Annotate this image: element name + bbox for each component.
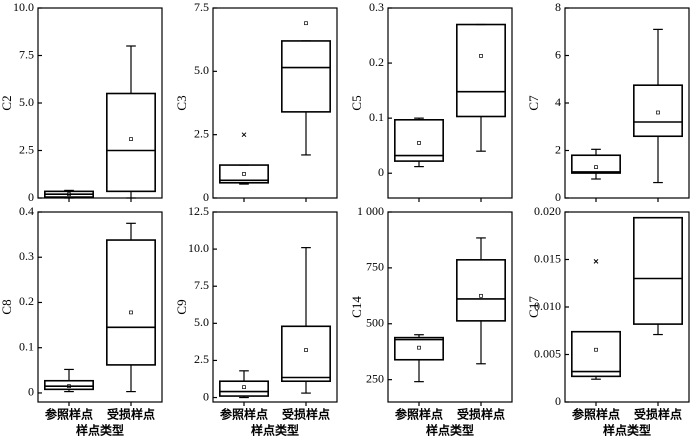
y-axis-label: C8: [0, 299, 14, 314]
y-tick-label: 0.020: [534, 204, 561, 218]
y-tick-label: 10.0: [188, 241, 209, 255]
y-tick-label: 5.0: [19, 95, 34, 109]
mean-marker: [67, 192, 71, 197]
mean-marker: [242, 172, 246, 176]
y-tick-label: 7.5: [194, 278, 209, 292]
box: [106, 92, 156, 193]
box: [456, 23, 506, 118]
box: [106, 239, 156, 366]
y-tick-label: 4: [555, 95, 561, 109]
mean-marker: [242, 385, 246, 390]
y-tick-label: 0: [28, 385, 34, 399]
mean-marker: [417, 141, 421, 145]
y-axis-label: C2: [0, 95, 14, 110]
y-tick-label: 5.0: [194, 315, 209, 329]
y-tick-label: 250: [366, 371, 384, 385]
mean-marker: [67, 384, 71, 389]
x-axis-label: 样点类型: [251, 423, 299, 438]
x-tick-label: 受损样点: [457, 407, 505, 422]
y-tick-label: 0: [28, 190, 34, 204]
y-tick-label: 2.5: [194, 352, 209, 366]
y-tick-label: 0: [203, 190, 209, 204]
y-tick-label: 0.010: [534, 299, 561, 313]
y-tick-label: 8: [555, 0, 561, 14]
y-tick-label: 0.1: [19, 339, 34, 353]
y-tick-label: 12.5: [188, 204, 209, 218]
y-tick-label: 0.005: [534, 346, 561, 360]
y-tick-label: 0.015: [534, 251, 561, 265]
mean-marker: [129, 310, 133, 315]
box: [281, 40, 331, 113]
mean-marker: [304, 21, 308, 26]
x-tick-label: 参照样点: [395, 407, 443, 422]
y-tick-label: 2.5: [194, 126, 209, 140]
box: [633, 84, 683, 138]
mean-marker: [417, 345, 421, 350]
plot-frame: [212, 211, 338, 403]
plot-frame: [564, 7, 690, 199]
y-axis-label: C3: [174, 95, 189, 110]
y-tick-label: 1 000: [357, 204, 384, 218]
y-tick-label: 0.2: [19, 294, 34, 308]
x-axis-label: 样点类型: [603, 423, 651, 438]
box: [571, 154, 621, 174]
box: [219, 380, 269, 397]
x-tick-label: 受损样点: [634, 407, 682, 422]
y-axis-label: C17: [526, 296, 541, 318]
y-tick-label: 0: [378, 165, 384, 179]
y-tick-label: 0.4: [19, 204, 34, 218]
plot-frame: [212, 7, 338, 199]
mean-marker: [479, 293, 483, 298]
y-tick-label: 0.3: [19, 249, 34, 263]
x-tick-label: 受损样点: [107, 407, 155, 422]
x-tick-label: 参照样点: [220, 407, 268, 422]
x-axis-label: 样点类型: [76, 423, 124, 438]
y-tick-label: 5.0: [194, 63, 209, 77]
y-tick-label: 0.2: [369, 55, 384, 69]
mean-marker: [594, 165, 598, 169]
y-tick-label: 7.5: [19, 47, 34, 61]
y-tick-label: 10.0: [13, 0, 34, 14]
mean-marker: [656, 110, 660, 115]
y-tick-label: 0.3: [369, 0, 384, 14]
mean-marker: [479, 54, 483, 58]
y-tick-label: 0: [555, 394, 561, 408]
box: [456, 259, 506, 322]
y-tick-label: 2: [555, 142, 561, 156]
y-tick-label: 0.1: [369, 110, 384, 124]
plot-frame: [387, 211, 513, 403]
plot-frame: [37, 211, 163, 403]
y-tick-label: 0: [555, 190, 561, 204]
box: [571, 330, 621, 378]
x-tick-label: 参照样点: [45, 407, 93, 422]
y-axis-label: C9: [174, 299, 189, 314]
x-tick-label: 参照样点: [572, 407, 620, 422]
mean-marker: [129, 137, 133, 141]
plot-frame: [564, 211, 690, 403]
plot-frame: [37, 7, 163, 199]
y-axis-label: C5: [349, 95, 364, 110]
x-tick-label: 受损样点: [282, 407, 330, 422]
box: [44, 379, 94, 391]
y-axis-label: C14: [349, 296, 364, 318]
box: [219, 164, 269, 184]
y-tick-label: 7.5: [194, 0, 209, 14]
mean-marker: [594, 347, 598, 352]
box: [394, 336, 444, 361]
x-axis-label: 样点类型: [426, 423, 474, 438]
plot-frame: [387, 7, 513, 199]
outlier: [241, 132, 247, 138]
y-tick-label: 6: [555, 47, 561, 61]
box: [633, 216, 683, 325]
y-tick-label: 750: [366, 260, 384, 274]
box: [394, 118, 444, 162]
outlier: [593, 259, 599, 264]
box: [281, 325, 331, 383]
y-tick-label: 500: [366, 316, 384, 330]
mean-marker: [304, 348, 308, 352]
y-tick-label: 2.5: [19, 142, 34, 156]
y-axis-label: C7: [526, 95, 541, 111]
y-tick-label: 0: [203, 389, 209, 403]
